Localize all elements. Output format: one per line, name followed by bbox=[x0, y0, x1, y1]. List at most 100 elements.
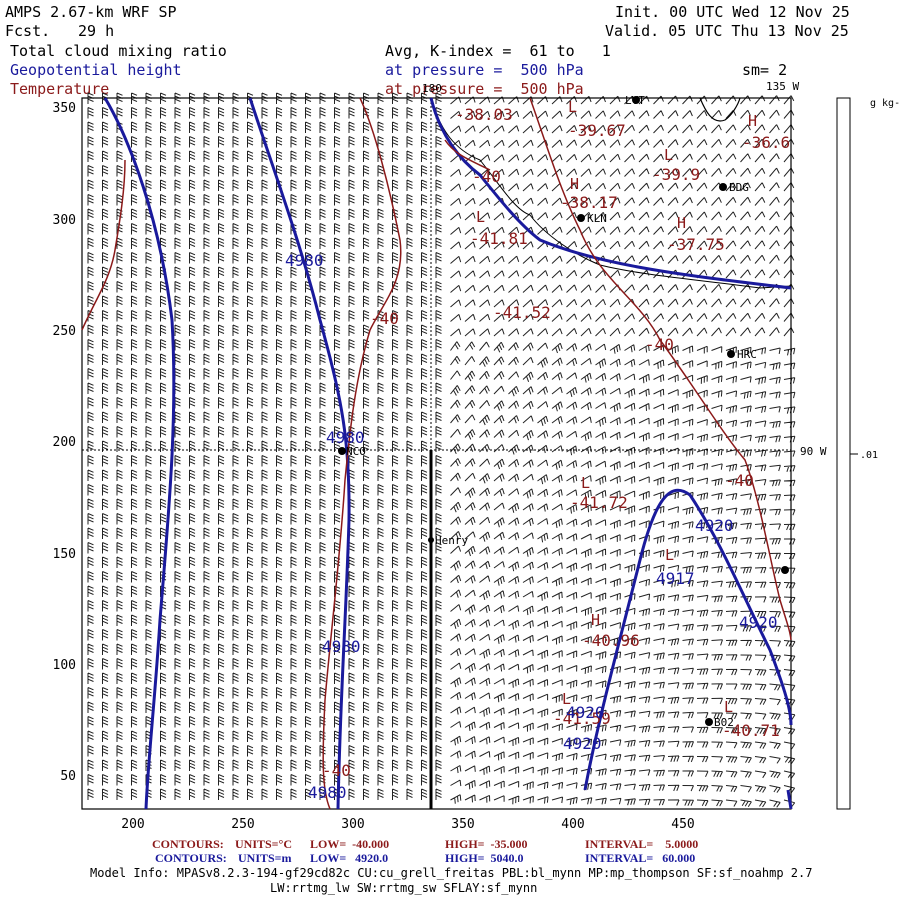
forecast-hour: 29 h bbox=[78, 22, 115, 40]
temp-label: -40 bbox=[645, 335, 674, 354]
temp-contour-north bbox=[444, 139, 491, 171]
lon-label-90w: 90 W bbox=[800, 445, 827, 458]
height-contours bbox=[103, 97, 793, 810]
valid-time: Valid. 05 UTC Thu 13 Nov 25 bbox=[605, 22, 849, 40]
height-label: 4920 bbox=[695, 516, 734, 535]
station-label-henry: Henry bbox=[435, 534, 468, 547]
y-tick-label: 150 bbox=[53, 547, 76, 562]
temp-contour-east bbox=[529, 97, 792, 641]
station-markers bbox=[338, 96, 789, 726]
temp-label: -38.03 bbox=[455, 105, 513, 124]
height-contour-edge bbox=[786, 789, 793, 810]
height-label: 4980 bbox=[308, 783, 347, 802]
low-marker: L bbox=[664, 146, 673, 164]
low-marker: L bbox=[562, 690, 571, 708]
coastline-north bbox=[699, 97, 741, 122]
station-label-hrc: HRC bbox=[737, 348, 757, 361]
temp-label: -40.71 bbox=[722, 721, 780, 740]
contour-interval-temp: INTERVAL= 5.0000 bbox=[585, 837, 699, 851]
height-label: 4920 bbox=[563, 734, 602, 753]
colorbar-value: .01 bbox=[860, 450, 878, 461]
init-time: Init. 00 UTC Wed 12 Nov 25 bbox=[615, 3, 850, 21]
lon-label-180: 180 bbox=[422, 82, 442, 95]
pressure-level-temp: at pressure = 500 hPa bbox=[385, 80, 584, 98]
model-info-2: LW:rrtmg_lw SW:rrtmg_sw SFLAY:sf_mynn bbox=[270, 881, 538, 895]
low-marker: L bbox=[476, 208, 485, 226]
field-temperature: Temperature bbox=[10, 80, 110, 98]
temp-label: -38.17 bbox=[560, 193, 618, 212]
coastline bbox=[430, 97, 792, 289]
temp-label: -41.81 bbox=[470, 229, 528, 248]
forecast-label: Fcst. bbox=[5, 22, 51, 40]
station-label-kln: KLN bbox=[587, 212, 607, 225]
temp-label: -41.52 bbox=[493, 303, 551, 322]
x-tick-label: 200 bbox=[121, 817, 144, 832]
contour-label-temp: CONTOURS: bbox=[152, 837, 224, 851]
high-marker: H bbox=[570, 175, 579, 193]
high-marker: H bbox=[748, 112, 757, 130]
temp-contour-west bbox=[81, 159, 126, 331]
temp-label: -41.59 bbox=[553, 709, 611, 728]
temp-label: -41.72 bbox=[570, 493, 628, 512]
model-title: AMPS 2.67-km WRF SP bbox=[5, 3, 177, 21]
height-contour-4920 bbox=[583, 488, 793, 791]
contour-low-temp: LOW= -40.000 bbox=[310, 837, 390, 851]
low-marker: L bbox=[665, 546, 674, 564]
low-marker: L bbox=[724, 698, 733, 716]
height-label: 4980 bbox=[322, 637, 361, 656]
station-henry bbox=[428, 537, 434, 543]
pressure-level-height: at pressure = 500 hPa bbox=[385, 61, 584, 79]
temp-label: -39.67 bbox=[568, 121, 626, 140]
temp-label: -40.96 bbox=[582, 631, 640, 650]
contour-units-temp: UNITS=°C bbox=[235, 837, 292, 851]
contour-low-height: LOW= 4920.0 bbox=[310, 851, 389, 865]
station-label-lyt: LYT bbox=[625, 94, 645, 107]
temp-label: -40 bbox=[370, 309, 399, 328]
temp-label: -37.75 bbox=[667, 235, 725, 254]
temp-label: -36.6 bbox=[742, 133, 790, 152]
height-label: 4980 bbox=[326, 428, 365, 447]
station-lyt bbox=[632, 96, 640, 104]
temp-label: -40 bbox=[725, 471, 754, 490]
y-tick-label: 200 bbox=[53, 435, 76, 450]
height-label: 4980 bbox=[285, 251, 324, 270]
colorbar-units: g kg-1 bbox=[870, 98, 900, 109]
height-label: 4920 bbox=[566, 703, 605, 722]
station-label-b02: B02 bbox=[714, 716, 734, 729]
station-label-nco: NCO bbox=[346, 445, 366, 458]
temp-contour-center bbox=[322, 97, 402, 810]
field-cloud-mixing: Total cloud mixing ratio bbox=[10, 42, 227, 60]
colorbar bbox=[836, 97, 851, 810]
contour-label-height: CONTOURS: bbox=[155, 851, 227, 865]
contour-units-height: UNITS=m bbox=[238, 851, 292, 865]
contour-interval-height: INTERVAL= 60.000 bbox=[585, 851, 696, 865]
low-marker: L bbox=[581, 474, 590, 492]
height-contour-west bbox=[103, 97, 176, 810]
x-tick-label: 300 bbox=[341, 817, 364, 832]
map-frame bbox=[81, 97, 792, 810]
y-tick-label: 300 bbox=[53, 213, 76, 228]
temperature-contours bbox=[81, 97, 792, 810]
lon-label-135w: 135 W bbox=[766, 80, 799, 93]
field-geopotential: Geopotential height bbox=[10, 61, 182, 79]
temp-label: -39.9 bbox=[652, 165, 700, 184]
x-tick-label: 350 bbox=[451, 817, 474, 832]
high-marker: H bbox=[591, 611, 600, 629]
y-tick-label: 50 bbox=[60, 769, 76, 784]
contour-high-height: HIGH= 5040.0 bbox=[445, 851, 524, 865]
x-tick-label: 450 bbox=[671, 817, 694, 832]
smoothing: sm= 2 bbox=[742, 61, 788, 79]
station-b02 bbox=[705, 718, 713, 726]
x-tick-label: 250 bbox=[231, 817, 254, 832]
temp-label: -40 bbox=[322, 761, 351, 780]
height-label: 4920 bbox=[739, 613, 778, 632]
station-east bbox=[781, 566, 789, 574]
y-tick-label: 350 bbox=[53, 101, 76, 116]
height-contour-4980 bbox=[248, 97, 351, 810]
avg-k-index: Avg, K-index = 61 to 1 bbox=[385, 42, 611, 60]
station-nco bbox=[338, 447, 346, 455]
x-tick-label: 400 bbox=[561, 817, 584, 832]
temp-label: -40 bbox=[472, 167, 501, 186]
high-marker: H bbox=[677, 214, 686, 232]
